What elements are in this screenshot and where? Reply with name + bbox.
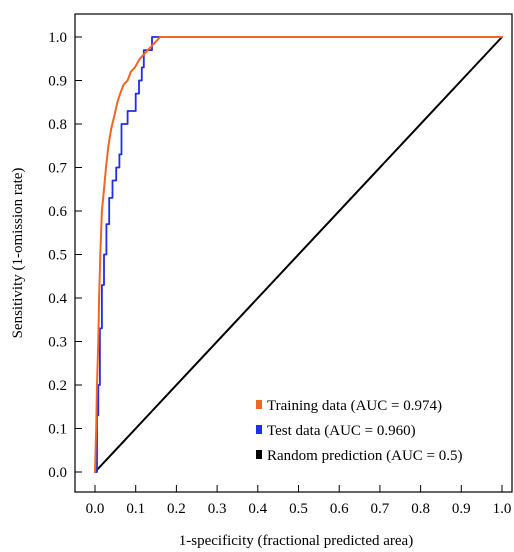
y-axis-ticks: 0.0 0.1 0.2 0.3 0.4 0.5 0.6 0.7 0.8 0.9 1.0 [48,30,82,481]
x-tick-label: 0.4 [248,501,267,517]
y-tick-label: 0.5 [48,248,67,264]
y-tick-label: 0.6 [48,204,67,220]
legend-swatch [256,450,262,459]
x-tick-label: 0.5 [289,501,308,517]
legend-swatch [256,400,262,409]
y-tick-label: 0.1 [48,422,67,438]
x-tick-label: 0.7 [371,501,390,517]
y-tick-label: 0.2 [48,378,67,394]
y-tick-label: 0.9 [48,74,67,90]
series-layer [94,36,503,473]
y-axis-label: Sensitivity (1-omission rate) [10,168,26,339]
legend-label: Random prediction (AUC = 0.5) [267,448,463,464]
x-tick-label: 0.3 [208,501,227,517]
y-tick-label: 0.3 [48,335,67,351]
legend-label: Test data (AUC = 0.960) [267,423,416,439]
series-line-0 [94,36,503,473]
x-tick-label: 0.2 [167,501,186,517]
y-tick-label: 1.0 [48,30,67,46]
plot-frame [74,13,513,493]
x-tick-label: 0.9 [452,501,471,517]
legend-swatch [256,425,262,434]
legend: Training data (AUC = 0.974) Test data (AU… [256,398,463,464]
x-tick-label: 0.1 [126,501,145,517]
x-axis-ticks: 0.0 0.1 0.2 0.3 0.4 0.5 0.6 0.7 0.8 0.9 1.0 [86,485,512,517]
x-tick-label: 0.6 [330,501,349,517]
y-tick-label: 0.7 [48,161,67,177]
x-tick-label: 0.8 [411,501,430,517]
x-tick-label: 0.0 [86,501,105,517]
legend-label: Training data (AUC = 0.974) [267,398,442,414]
y-tick-label: 0.0 [48,465,67,481]
y-tick-label: 0.4 [48,291,67,307]
series-line-2 [94,36,503,473]
series-line-1 [94,36,503,473]
y-tick-label: 0.8 [48,117,67,133]
x-axis-label: 1-specificity (fractional predicted area… [179,533,413,549]
x-tick-label: 1.0 [493,501,512,517]
